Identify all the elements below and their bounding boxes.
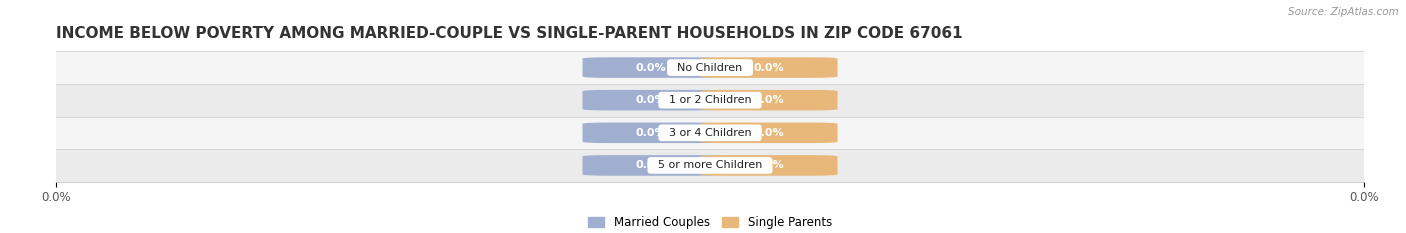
- FancyBboxPatch shape: [700, 90, 838, 110]
- Text: 0.0%: 0.0%: [636, 161, 666, 170]
- Text: Source: ZipAtlas.com: Source: ZipAtlas.com: [1288, 7, 1399, 17]
- FancyBboxPatch shape: [582, 90, 720, 110]
- Text: 0.0%: 0.0%: [636, 95, 666, 105]
- Bar: [56, 116, 1364, 149]
- FancyBboxPatch shape: [700, 155, 838, 176]
- FancyBboxPatch shape: [582, 57, 720, 78]
- Text: 0.0%: 0.0%: [754, 161, 785, 170]
- Text: 5 or more Children: 5 or more Children: [651, 161, 769, 170]
- FancyBboxPatch shape: [582, 155, 720, 176]
- Text: No Children: No Children: [671, 63, 749, 72]
- Text: INCOME BELOW POVERTY AMONG MARRIED-COUPLE VS SINGLE-PARENT HOUSEHOLDS IN ZIP COD: INCOME BELOW POVERTY AMONG MARRIED-COUPL…: [56, 26, 963, 41]
- Legend: Married Couples, Single Parents: Married Couples, Single Parents: [583, 211, 837, 233]
- Text: 3 or 4 Children: 3 or 4 Children: [662, 128, 758, 138]
- Bar: [56, 84, 1364, 116]
- Text: 1 or 2 Children: 1 or 2 Children: [662, 95, 758, 105]
- Text: 0.0%: 0.0%: [636, 128, 666, 138]
- Text: 0.0%: 0.0%: [754, 95, 785, 105]
- Bar: [56, 149, 1364, 182]
- FancyBboxPatch shape: [582, 123, 720, 143]
- Bar: [56, 51, 1364, 84]
- FancyBboxPatch shape: [700, 123, 838, 143]
- Text: 0.0%: 0.0%: [636, 63, 666, 72]
- FancyBboxPatch shape: [700, 57, 838, 78]
- Text: 0.0%: 0.0%: [754, 63, 785, 72]
- Text: 0.0%: 0.0%: [754, 128, 785, 138]
